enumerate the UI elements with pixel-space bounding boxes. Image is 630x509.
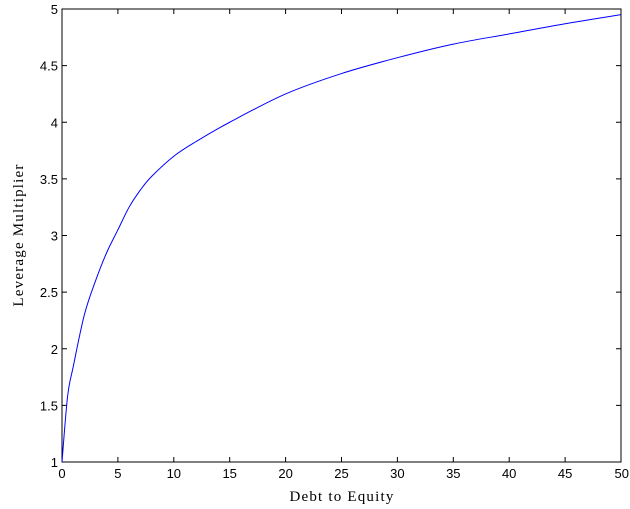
y-axis-ticks: 1 1.5 2 2.5 3 3.5 4 4.5 5 xyxy=(40,2,621,470)
x-tick-label: 35 xyxy=(446,466,460,481)
data-line xyxy=(61,14,622,463)
y-tick-label: 4 xyxy=(51,115,58,130)
x-axis-ticks: 0 5 10 15 20 25 30 35 40 45 50 xyxy=(58,9,629,481)
x-tick-label: 10 xyxy=(167,466,181,481)
y-tick-label: 2 xyxy=(51,342,58,357)
x-tick-label: 5 xyxy=(114,466,121,481)
x-tick-label: 25 xyxy=(334,466,348,481)
y-tick-label: 3 xyxy=(51,229,58,244)
y-tick-label: 5 xyxy=(51,2,58,17)
x-tick-label: 15 xyxy=(222,466,236,481)
x-tick-label: 0 xyxy=(58,466,65,481)
x-axis-label: Debt to Equity xyxy=(289,489,394,505)
x-tick-label: 40 xyxy=(502,466,516,481)
y-tick-label: 3.5 xyxy=(40,172,58,187)
x-tick-label: 20 xyxy=(278,466,292,481)
y-tick-label: 2.5 xyxy=(40,285,58,300)
y-tick-label: 1.5 xyxy=(40,398,58,413)
y-axis-label: Leverage Multiplier xyxy=(11,163,27,306)
x-tick-label: 30 xyxy=(390,466,404,481)
y-tick-label: 1 xyxy=(51,455,58,470)
y-tick-label: 4.5 xyxy=(40,59,58,74)
x-tick-label: 45 xyxy=(558,466,572,481)
x-tick-label: 50 xyxy=(615,466,629,481)
plot-area xyxy=(61,8,622,463)
